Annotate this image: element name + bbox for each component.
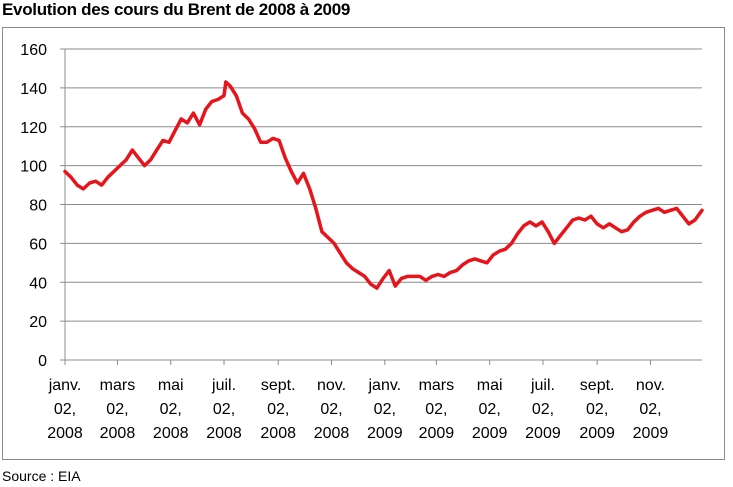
source-note: Source : EIA: [2, 468, 81, 484]
x-tick-label: 2009: [579, 425, 615, 442]
x-tick-label: 2008: [47, 425, 83, 442]
x-tick-label: mai: [477, 377, 503, 394]
x-axis-ticks: janv. 02, 2008 mars 02, 2008 mai 02, 2008 juil. 02…: [47, 377, 668, 442]
x-tick-label: 02,: [320, 401, 342, 418]
x-tick-label: 02,: [425, 401, 447, 418]
x-tick-label: nov.: [317, 377, 346, 394]
x-tick-label: 2009: [472, 425, 508, 442]
series-line-0: [63, 80, 704, 290]
chart-frame: [2, 27, 725, 460]
x-tick-label: 2009: [525, 425, 561, 442]
x-tick-label: 02,: [586, 401, 608, 418]
x-tick-label: 02,: [374, 401, 396, 418]
y-tick-label: 40: [29, 275, 47, 292]
series-layer: [63, 80, 704, 290]
y-tick-label: 20: [29, 314, 47, 331]
x-tick-label: 2008: [100, 425, 136, 442]
x-tick-label: 2009: [419, 425, 455, 442]
x-tick-label: mars: [100, 377, 136, 394]
x-tick-label: 02,: [213, 401, 235, 418]
x-tick-label: mars: [419, 377, 455, 394]
x-tick-label: sept.: [261, 377, 296, 394]
x-tick-label: 2008: [314, 425, 350, 442]
x-tick-label: 02,: [160, 401, 182, 418]
y-tick-label: 80: [29, 198, 47, 215]
x-tick-label: sept.: [580, 377, 615, 394]
x-tick-label: 02,: [479, 401, 501, 418]
gridlines: [65, 48, 702, 322]
y-tick-label: 160: [20, 42, 47, 59]
axes: [60, 48, 702, 365]
x-tick-label: juil.: [530, 377, 555, 394]
x-tick-label: 2008: [260, 425, 296, 442]
x-tick-label: 2008: [153, 425, 189, 442]
y-tick-label: 120: [20, 120, 47, 137]
y-axis-ticks: 0 20 40 60 80 100 120 140 160: [20, 42, 47, 370]
x-tick-label: 02,: [267, 401, 289, 418]
x-tick-label: janv.: [48, 377, 82, 394]
x-tick-label: juil.: [211, 377, 236, 394]
x-tick-label: 2008: [206, 425, 242, 442]
x-tick-label: 2009: [367, 425, 403, 442]
y-tick-label: 100: [20, 159, 47, 176]
x-tick-label: 02,: [532, 401, 554, 418]
x-tick-label: mai: [158, 377, 184, 394]
chart-title: Evolution des cours du Brent de 2008 à 2…: [2, 0, 351, 19]
y-tick-label: 60: [29, 236, 47, 253]
x-tick-label: nov.: [636, 377, 665, 394]
x-tick-label: 02,: [54, 401, 76, 418]
x-tick-label: 02,: [639, 401, 661, 418]
y-tick-label: 140: [20, 81, 47, 98]
y-tick-label: 0: [38, 353, 47, 370]
x-tick-label: 02,: [106, 401, 128, 418]
x-tick-label: janv.: [368, 377, 402, 394]
x-tick-label: 2009: [633, 425, 669, 442]
